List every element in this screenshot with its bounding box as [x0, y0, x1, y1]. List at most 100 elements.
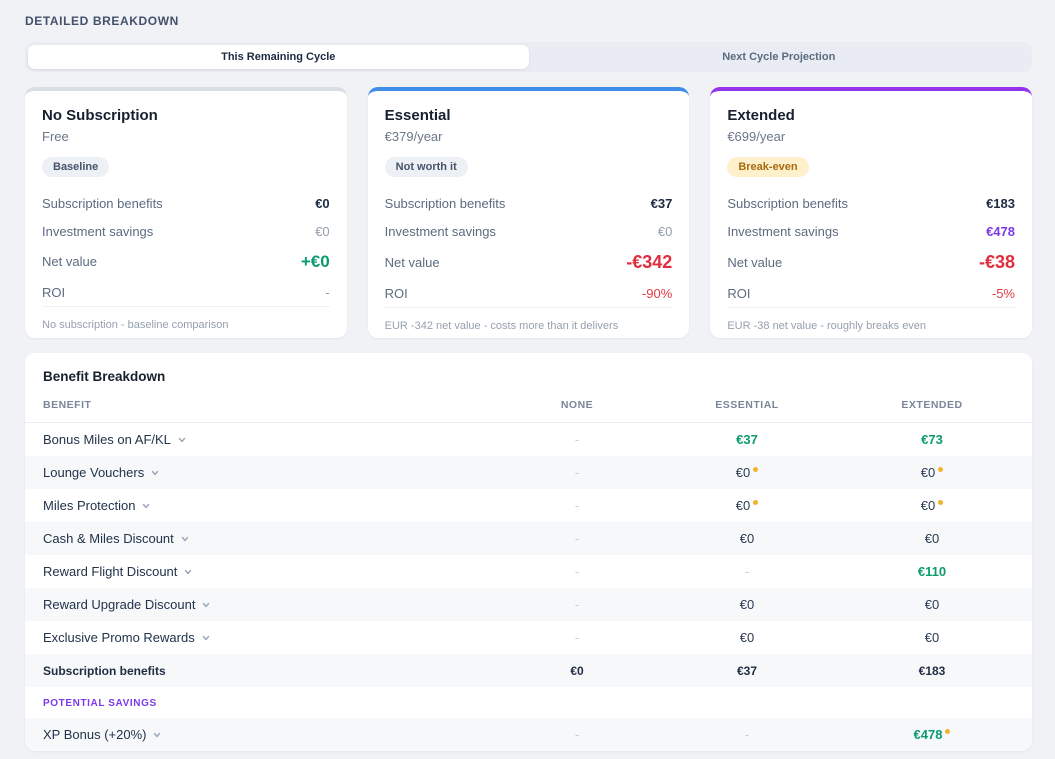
partial-benefit-dot-icon	[753, 466, 759, 472]
benefit-value: €37	[736, 432, 758, 447]
chevron-down-icon	[180, 534, 190, 544]
benefit-table-body: Bonus Miles on AF/KL - €37 €73 Lounge Vouche…	[25, 423, 1032, 687]
chevron-down-icon	[152, 730, 162, 740]
potential-savings-section-label: POTENTIAL SAVINGS	[43, 698, 157, 709]
stat-row-net-value: Net value -€38	[727, 245, 1015, 279]
stat-label: ROI	[42, 284, 66, 300]
benefit-label: Bonus Miles on AF/KL	[25, 432, 492, 447]
stat-label: ROI	[384, 285, 408, 301]
plan-price: €379/year	[384, 129, 443, 144]
tab-next-cycle-projection[interactable]: Next Cycle Projection	[529, 45, 1030, 69]
table-row-reward-flight-discount[interactable]: Reward Flight Discount - - €110	[25, 555, 1032, 588]
stat-row-subscription-benefits: Subscription benefits €37	[385, 189, 673, 217]
table-row-exclusive-promo-rewards[interactable]: Exclusive Promo Rewards - €0 €0	[25, 621, 1032, 654]
stat-value: -5%	[991, 285, 1015, 301]
benefit-value: €0	[832, 498, 1032, 513]
benefit-value: -	[574, 727, 580, 742]
plan-stats: Subscription benefits €0 Investment saving…	[42, 189, 330, 306]
stat-value: €0	[657, 223, 673, 239]
stat-value: €0	[315, 223, 330, 239]
stat-row-roi: ROI -	[42, 278, 330, 306]
plan-card-essential: Essential €379/year Not worth it Subscripti…	[367, 87, 690, 338]
benefit-value: €0	[924, 531, 940, 546]
plan-footnote: EUR -342 net value - costs more than it …	[384, 307, 673, 332]
column-header-none: NONE	[560, 399, 594, 411]
benefit-value: -	[574, 564, 580, 579]
table-row-reward-upgrade-discount[interactable]: Reward Upgrade Discount - €0 €0	[25, 588, 1032, 621]
stat-value: €37	[650, 195, 673, 211]
partial-benefit-dot-icon	[938, 466, 944, 472]
benefit-value: €0	[739, 597, 755, 612]
table-row-cash-miles-discount[interactable]: Cash & Miles Discount - €0 €0	[25, 522, 1032, 555]
partial-benefit-dot-icon	[945, 728, 951, 734]
table-row-bonus-miles-on-af-kl[interactable]: Bonus Miles on AF/KL - €37 €73	[25, 423, 1032, 456]
benefit-value: €0	[739, 531, 755, 546]
tab-label: Next Cycle Projection	[722, 51, 836, 63]
benefit-value: €0	[832, 465, 1032, 480]
benefit-value: €0	[924, 630, 940, 645]
stat-value: -90%	[641, 285, 673, 301]
partial-benefit-dot-icon	[938, 499, 944, 505]
stat-label: Investment savings	[42, 223, 154, 239]
stat-label: Subscription benefits	[384, 195, 506, 211]
stat-label: Subscription benefits	[42, 195, 163, 211]
stat-row-investment-savings: Investment savings €478	[727, 217, 1015, 245]
benefit-label: Lounge Vouchers	[25, 465, 492, 480]
stat-row-net-value: Net value -€342	[385, 245, 673, 279]
benefit-label: Subscription benefits	[43, 663, 166, 678]
benefit-label: Cash & Miles Discount	[25, 531, 492, 546]
stat-row-subscription-benefits: Subscription benefits €0	[42, 189, 330, 217]
stat-value: €183	[986, 195, 1015, 211]
benefit-value: €478	[832, 727, 1032, 742]
benefit-value: -	[574, 432, 580, 447]
plan-footnote: No subscription - baseline comparison	[42, 306, 330, 331]
tab-label: This Remaining Cycle	[221, 51, 336, 63]
partial-benefit-dot-icon	[753, 499, 759, 505]
plan-name: Essential	[384, 107, 451, 124]
benefit-label: Reward Upgrade Discount	[25, 597, 492, 612]
stat-value: €0	[315, 195, 330, 211]
stat-label: Investment savings	[384, 223, 496, 239]
column-header-essential: ESSENTIAL	[715, 399, 779, 411]
benefit-table-header: BENEFIT NONE ESSENTIAL EXTENDED	[25, 384, 1032, 423]
potential-savings-rows: XP Bonus (+20%) - - €478	[25, 718, 1032, 751]
stat-label: Net value	[384, 254, 440, 270]
stat-label: Net value	[42, 254, 97, 269]
plan-status-badge: Break-even	[727, 157, 809, 177]
plan-price: €699/year	[727, 129, 786, 144]
plan-name: Extended	[727, 107, 795, 124]
plan-status-badge: Not worth it	[384, 157, 468, 177]
table-row-miles-protection[interactable]: Miles Protection - €0 €0	[25, 489, 1032, 522]
benefit-value: €0	[662, 498, 832, 513]
benefit-value: €73	[921, 432, 943, 447]
benefit-breakdown-title: Benefit Breakdown	[43, 369, 166, 384]
column-header-extended: EXTENDED	[901, 399, 963, 411]
benefit-value: -	[744, 727, 750, 742]
benefit-label: Miles Protection	[25, 498, 492, 513]
chevron-down-icon	[201, 633, 211, 643]
stat-row-subscription-benefits: Subscription benefits €183	[727, 189, 1015, 217]
chevron-down-icon	[201, 600, 211, 610]
benefit-value: -	[574, 465, 580, 480]
table-row-xp-bonus-20[interactable]: XP Bonus (+20%) - - €478	[25, 718, 1032, 751]
benefit-breakdown-card: Benefit Breakdown BENEFIT NONE ESSENTIAL…	[25, 353, 1032, 751]
tab-this-remaining-cycle[interactable]: This Remaining Cycle	[28, 45, 529, 69]
page-title: DETAILED BREAKDOWN	[25, 14, 179, 28]
stat-value: -€38	[978, 251, 1015, 272]
benefit-label: XP Bonus (+20%)	[25, 727, 492, 742]
stat-label: ROI	[727, 285, 751, 301]
stat-value: -€342	[626, 251, 673, 272]
stat-value: -	[325, 284, 330, 300]
benefit-value: -	[574, 630, 580, 645]
plan-cards-row: No Subscription Free Baseline Subscription …	[25, 87, 1032, 338]
benefit-value: -	[574, 531, 580, 546]
benefit-label: Exclusive Promo Rewards	[25, 630, 492, 645]
stat-value: +€0	[300, 251, 330, 271]
stat-row-roi: ROI -5%	[727, 279, 1015, 307]
benefit-value: €0	[662, 465, 832, 480]
plan-footnote: EUR -38 net value - roughly breaks even	[727, 307, 1015, 332]
cycle-tabbar: This Remaining Cycle Next Cycle Projecti…	[25, 42, 1032, 72]
plan-card-extended: Extended €699/year Break-even Subscription …	[710, 87, 1032, 338]
table-row-lounge-vouchers[interactable]: Lounge Vouchers - €0 €0	[25, 456, 1032, 489]
